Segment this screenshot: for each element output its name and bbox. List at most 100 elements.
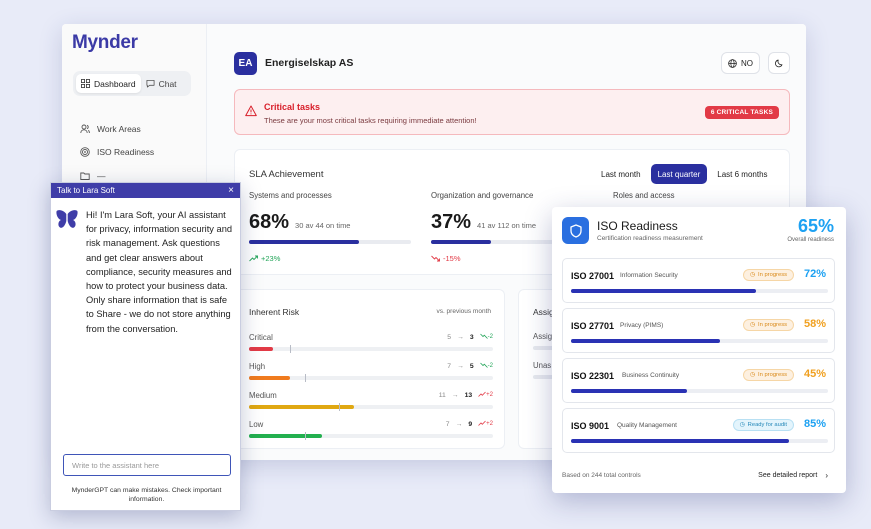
risk-label: Critical: [249, 333, 273, 342]
arrow-right-icon: →: [455, 420, 463, 428]
chat-widget: Talk to Lara Soft × Hi! I'm Lara Soft, y…: [50, 182, 241, 511]
status-badge: ◷ In progress: [742, 369, 794, 381]
trend-down-icon: [479, 333, 488, 341]
metric-percent: 37%: [431, 211, 472, 233]
risk-delta: +2: [486, 392, 493, 398]
risk-values: 11 → 13 +2: [439, 391, 493, 399]
sla-metric-organization: Organization and governance 37% 41 av 11…: [431, 191, 596, 263]
status-label: In progress: [758, 372, 787, 378]
mode-chat[interactable]: Chat: [141, 74, 182, 93]
iso-name: Information Security: [620, 272, 678, 279]
mode-chat-label: Chat: [158, 78, 177, 89]
assignment-label: Assig: [533, 332, 553, 341]
iso-percent: 45%: [803, 368, 826, 380]
metric-label: Organization and governance: [431, 191, 534, 200]
sidebar-item-more[interactable]: —: [80, 171, 106, 181]
risk-delta: +2: [486, 421, 493, 427]
assignment-label: Unas: [533, 361, 552, 370]
metric-detail: 41 av 112 on time: [477, 221, 537, 230]
iso-standard-iso-27001[interactable]: ISO 27001 Information Security ◷ In progres…: [562, 258, 835, 303]
iso-code: ISO 9001: [571, 421, 610, 431]
range-tabs: Last month Last quarter Last 6 months: [594, 164, 778, 184]
sidebar-item-label: —: [97, 171, 106, 181]
risk-previous-marker: [305, 432, 307, 440]
metric-progress-fill: [431, 240, 491, 244]
chat-input[interactable]: Write to the assistant here: [63, 454, 231, 476]
critical-tasks-alert[interactable]: Critical tasks These are your most criti…: [234, 89, 790, 135]
status-badge: ◷ In progress: [742, 269, 794, 281]
alert-title: Critical tasks: [264, 102, 321, 112]
risk-values: 7 → 5 -2: [447, 362, 493, 370]
folder-icon: [80, 172, 90, 180]
range-tab-last-6-months[interactable]: Last 6 months: [717, 169, 768, 179]
risk-bar: [249, 403, 493, 411]
see-detailed-report-label: See detailed report: [758, 472, 818, 479]
see-detailed-report-link[interactable]: See detailed report ›: [758, 471, 828, 480]
range-tab-last-month[interactable]: Last month: [601, 169, 641, 179]
risk-to: 5: [469, 362, 474, 370]
trend-up-icon: [478, 391, 486, 399]
iso-progress-bar: [571, 389, 828, 393]
risk-from: 5: [447, 333, 452, 341]
app-logo[interactable]: Mynder: [72, 32, 138, 53]
range-tab-last-quarter[interactable]: Last quarter: [650, 164, 708, 184]
risk-from: 7: [447, 362, 452, 370]
iso-progress-bar: [571, 339, 828, 343]
iso-overall-percent: 65%: [797, 216, 834, 236]
iso-percent: 85%: [803, 418, 826, 430]
metric-trend-value: +23%: [261, 254, 281, 263]
sidebar-item-work-areas[interactable]: Work Areas: [80, 124, 141, 134]
warning-icon: [245, 105, 257, 117]
language-button[interactable]: NO: [721, 52, 760, 74]
risk-delta: -2: [487, 363, 493, 369]
iso-name: Quality Management: [617, 422, 677, 429]
iso-standard-iso-22301[interactable]: ISO 22301 Business Continuity ◷ In progress…: [562, 358, 835, 403]
trend-up-icon: [478, 420, 486, 428]
metric-label: Roles and access: [613, 191, 675, 200]
critical-count-badge[interactable]: 6 CRITICAL TASKS: [704, 106, 779, 119]
risk-label: High: [249, 362, 266, 371]
sla-title: SLA Achievement: [249, 169, 324, 180]
chat-icon: [146, 79, 155, 88]
status-badge: ◷ In progress: [742, 319, 794, 331]
trend-down-icon: [479, 362, 488, 370]
sidebar-item-iso-readiness[interactable]: ISO Readiness: [80, 147, 154, 157]
iso-readiness-card: ISO Readiness Certification readiness me…: [552, 207, 846, 493]
sla-metric-systems: Systems and processes 68% 30 av 44 on ti…: [249, 191, 414, 263]
close-icon[interactable]: ×: [228, 184, 234, 196]
iso-standard-iso-27701[interactable]: ISO 27701 Privacy (PIMS) ◷ In progress 58%: [562, 308, 835, 353]
org-avatar[interactable]: EA: [234, 52, 257, 75]
shield-icon: [569, 223, 582, 238]
iso-standard-iso-9001[interactable]: ISO 9001 Quality Management ◷ Ready for aud…: [562, 408, 835, 453]
risk-bar-fill: [249, 434, 323, 438]
metric-trend: -15%: [431, 254, 596, 263]
risk-values: 7 → 9 +2: [446, 420, 493, 428]
clock-icon: ◷: [749, 322, 755, 328]
iso-name: Business Continuity: [622, 372, 680, 379]
mode-dashboard[interactable]: Dashboard: [76, 74, 141, 93]
risk-from: 11: [438, 391, 446, 399]
clock-icon: ◷: [749, 372, 755, 378]
risk-to: 3: [469, 333, 474, 341]
alert-subtitle: These are your most critical tasks requi…: [264, 116, 477, 125]
risk-delta: -2: [487, 334, 493, 340]
status-label: In progress: [758, 272, 787, 278]
theme-toggle[interactable]: [768, 52, 790, 74]
iso-logo: [562, 217, 589, 244]
risk-values: 5 → 3 -2: [447, 333, 493, 341]
risk-bar-fill: [249, 405, 354, 409]
iso-title: ISO Readiness: [597, 219, 678, 233]
trend-down-icon: [431, 255, 440, 262]
risk-row-critical: Critical 5 → 3 -2: [249, 333, 493, 359]
sla-metric-roles: Roles and access: [613, 191, 778, 200]
grid-icon: [81, 79, 90, 88]
butterfly-icon: [56, 210, 78, 228]
iso-percent: 58%: [803, 318, 826, 330]
risk-compare-label: vs. previous month: [436, 308, 491, 315]
risk-from: 7: [445, 420, 450, 428]
risk-title: Inherent Risk: [249, 307, 300, 317]
chat-disclaimer: MynderGPT can make mistakes. Check impor…: [71, 487, 222, 503]
status-badge: ◷ Ready for audit: [732, 419, 794, 431]
chat-header: Talk to Lara Soft ×: [51, 183, 240, 198]
risk-bar: [249, 432, 493, 440]
